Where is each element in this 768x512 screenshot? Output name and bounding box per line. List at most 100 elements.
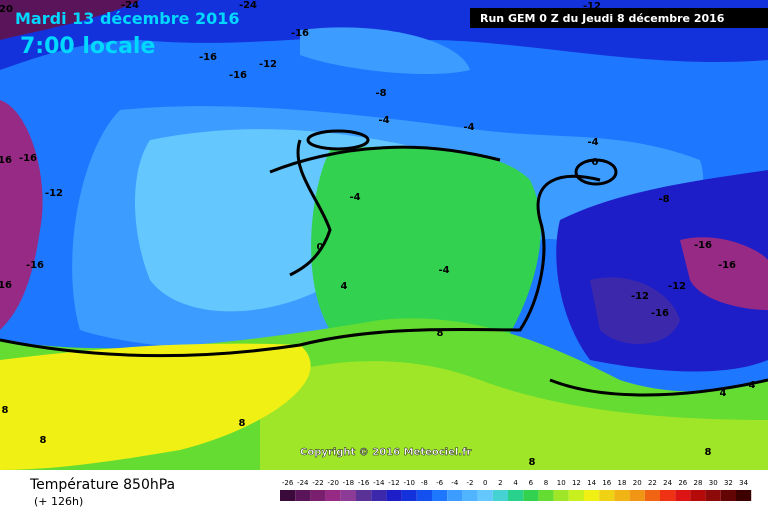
contour-label: -16 [19, 153, 37, 164]
legend-label: 34 [739, 479, 748, 487]
legend-swatch [644, 490, 660, 501]
contour-label: 8 [239, 418, 246, 429]
legend-swatch [629, 490, 645, 501]
legend-swatch [295, 490, 311, 501]
contour-label: 4 [749, 380, 756, 391]
legend-label: -22 [312, 479, 323, 487]
contour-label: -12 [45, 188, 63, 199]
legend-label: 8 [544, 479, 548, 487]
legend-swatch [401, 490, 417, 501]
legend-swatch [720, 490, 736, 501]
legend-swatch [462, 490, 478, 501]
legend: -26 -24 -22 -20 -18 -16 -14 -12 -10 -8 -6 -4 -2 0 2 4 6 8… [280, 479, 752, 501]
legend-label: 4 [513, 479, 518, 487]
legend-label: 28 [694, 479, 703, 487]
legend-swatch [690, 490, 706, 501]
legend-swatch [447, 490, 463, 501]
legend-label: 12 [572, 479, 581, 487]
legend-swatch [340, 490, 356, 501]
copyright: Copyright © 2016 Meteociel.fr [300, 447, 471, 458]
legend-label: -2 [467, 479, 474, 487]
contour-label: -12 [583, 1, 601, 12]
contour-label: -24 [239, 0, 257, 11]
contour-label: -4 [587, 137, 598, 148]
legend-label: -6 [436, 479, 444, 487]
legend-swatch [371, 490, 387, 501]
map-background [0, 0, 768, 470]
legend-swatch [660, 490, 676, 501]
legend-label: -20 [327, 479, 338, 487]
legend-label: -4 [451, 479, 459, 487]
contour-labels: 20 -24 -24 -12 -16 -16 -16 -12 -8 -4 -4 -4 16 -16 -12 -… [0, 0, 756, 468]
legend-label: 16 [602, 479, 611, 487]
legend-swatch [356, 490, 372, 501]
legend-swatch [508, 490, 524, 501]
legend-label: 20 [633, 479, 642, 487]
contour-label: -8 [658, 194, 669, 205]
footer-subtitle: (+ 126h) [34, 495, 83, 508]
legend-swatch [553, 490, 569, 501]
contour-label: -12 [631, 291, 649, 302]
contour-label: -16 [291, 28, 309, 39]
legend-label: 26 [678, 479, 687, 487]
legend-label: 24 [663, 479, 672, 487]
contour-label: 8 [40, 435, 47, 446]
legend-label: -26 [282, 479, 294, 487]
contour-label: -16 [229, 70, 247, 81]
legend-swatch [386, 490, 402, 501]
contour-label: -16 [718, 260, 736, 271]
contour-label: -16 [199, 52, 217, 63]
contour-label: -4 [438, 265, 449, 276]
contour-label: -12 [259, 59, 277, 70]
contour-label: -24 [121, 0, 139, 11]
legend-swatch [675, 490, 691, 501]
legend-swatch [523, 490, 539, 501]
contour-label: -4 [463, 122, 474, 133]
legend-swatch [492, 490, 508, 501]
legend-swatch [705, 490, 721, 501]
run-text: Run GEM 0 Z du Jeudi 8 décembre 2016 [480, 12, 725, 25]
legend-label: -12 [388, 479, 399, 487]
contour-label: 8 [437, 328, 444, 339]
contour-label: 4 [341, 281, 348, 292]
contour-label: 16 [0, 280, 12, 291]
contour-label: -8 [375, 88, 386, 99]
legend-label: -18 [343, 479, 354, 487]
legend-swatch [310, 490, 326, 501]
contour-label: -4 [349, 192, 360, 203]
legend-swatch [477, 490, 493, 501]
legend-swatch [432, 490, 448, 501]
legend-swatch [614, 490, 630, 501]
legend-swatch [538, 490, 554, 501]
legend-label: 22 [648, 479, 657, 487]
legend-label: -10 [403, 479, 414, 487]
contour-label: -16 [694, 240, 712, 251]
legend-label: 2 [498, 479, 502, 487]
legend-swatch [568, 490, 584, 501]
legend-label: -14 [373, 479, 385, 487]
date-text: Mardi 13 décembre 2016 [15, 9, 240, 28]
contour-label: -12 [668, 281, 686, 292]
footer-title: Température 850hPa [29, 477, 175, 493]
legend-swatch [736, 490, 752, 501]
contour-label: 4 [720, 388, 727, 399]
contour-label: 0 [592, 157, 599, 168]
legend-swatch [599, 490, 615, 501]
time-text: 7:00 locale [20, 34, 155, 59]
contour-label: 0 [317, 242, 324, 253]
contour-label: 8 [705, 447, 712, 458]
legend-label: -8 [421, 479, 428, 487]
legend-swatch [416, 490, 432, 501]
contour-label: 8 [529, 457, 536, 468]
legend-label: -16 [358, 479, 370, 487]
contour-label: -4 [378, 115, 389, 126]
legend-swatch [325, 490, 341, 501]
legend-label: 6 [529, 479, 534, 487]
contour-label: 20 [0, 4, 13, 15]
contour-label: -16 [26, 260, 44, 271]
legend-label: 14 [587, 479, 596, 487]
legend-label: 18 [618, 479, 627, 487]
legend-label: 32 [724, 479, 733, 487]
